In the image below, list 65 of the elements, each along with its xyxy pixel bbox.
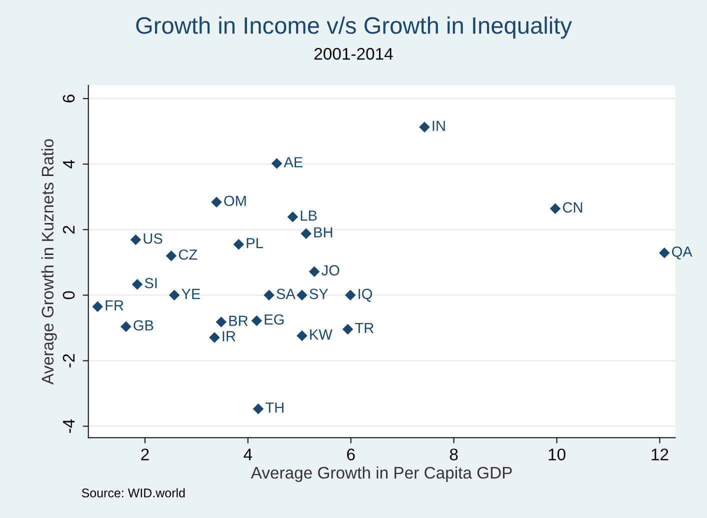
annotation: TR [355,322,374,334]
annotation: GB [134,320,154,331]
point [233,239,244,250]
point [342,324,354,335]
point [211,196,222,208]
point [264,290,274,301]
source-note: Source: WID.world [82,488,185,498]
annotation: BR [229,316,248,326]
x-tick-label: 2 [141,448,149,460]
point [287,211,298,222]
annotation: SI [144,278,157,288]
point [252,403,264,414]
point [271,158,282,169]
annotation: TH [266,402,284,413]
point [209,332,220,343]
point [120,321,132,332]
point [658,248,670,258]
point [419,122,430,132]
y-tick-label: 0 [62,291,75,300]
annotation: JO [322,265,340,276]
y-tick-label: 2 [62,226,74,234]
annotation: CZ [178,249,198,260]
point [251,315,262,326]
chart-title: Growth in Income v/s Growth in Inequality [136,16,572,39]
point [92,301,104,312]
annotation: KW [310,330,332,340]
point [166,250,177,262]
point [296,330,308,342]
annotation: BH [314,227,332,238]
point [296,290,308,301]
annotation: IN [432,120,445,131]
y-tick-label: -2 [62,354,74,368]
x-tick-label: 10 [548,448,566,460]
annotation: YE [182,288,200,299]
point [168,290,180,301]
annotation: AE [284,157,303,168]
point [130,234,142,246]
x-axis-title: Average Growth in Per Capita GDP [250,466,512,482]
point [132,278,143,290]
annotation: QA [672,246,692,260]
y-tick-label: 4 [63,160,74,168]
chart-subtitle: 2001-2014 [314,48,393,60]
point [308,266,320,277]
annotation: SY [310,288,328,300]
point [216,316,227,328]
point [300,228,312,239]
y-axis-title: Average Growth in Kuznets Ratio [41,139,57,385]
annotation: PL [246,238,263,248]
point [345,290,356,301]
annotation: US [144,233,162,244]
point [550,203,561,214]
y-tick-label: 6 [62,94,75,102]
annotation: LB [300,210,317,221]
annotation: CN [562,202,582,213]
annotation: SA [276,288,296,300]
x-tick-label: 8 [450,448,458,460]
x-tick-label: 12 [652,448,668,460]
annotation: OM [224,196,246,206]
y-tick-label: -4 [63,419,74,433]
annotation: IQ [358,288,372,302]
x-tick-label: 6 [347,448,355,460]
annotation: EG [264,314,284,325]
x-tick-label: 4 [244,448,252,460]
annotation: FR [106,300,124,310]
annotation: IR [222,331,236,342]
